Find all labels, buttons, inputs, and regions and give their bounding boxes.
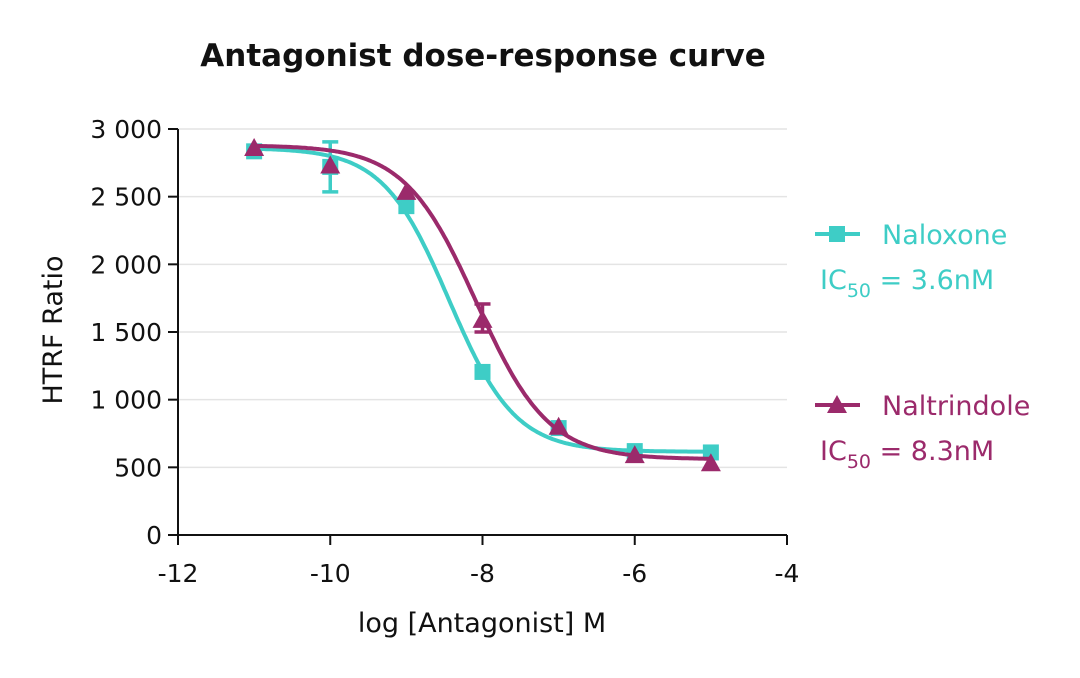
y-tick-label: 1 500 <box>90 318 162 347</box>
y-tick-label: 2 500 <box>90 183 162 212</box>
y-tick-label: 500 <box>114 453 162 482</box>
x-tick-label: -4 <box>775 559 800 588</box>
square-marker <box>398 198 415 215</box>
y-tick-label: 3 000 <box>90 115 162 144</box>
x-axis-label: log [Antagonist] M <box>358 608 606 639</box>
triangle-marker <box>244 137 265 156</box>
plot-area <box>244 137 721 472</box>
triangle-marker <box>548 416 569 435</box>
triangle-marker <box>320 155 341 174</box>
series-naltrindole <box>244 137 721 472</box>
square-marker <box>702 444 719 461</box>
axes: 0 500 1 000 1 500 2 000 2 500 3 000 -12 -10 -8 -6 -… <box>90 115 799 588</box>
y-tick-label: 2 000 <box>90 250 162 279</box>
ic50-annotation: IC50 = 3.6nM <box>820 265 994 302</box>
y-axis-label: HTRF Ratio <box>38 256 69 405</box>
triangle-marker <box>827 395 847 413</box>
x-tick-label: -12 <box>158 559 199 588</box>
x-tick-label: -10 <box>310 559 351 588</box>
fit-curve <box>254 146 711 454</box>
triangle-marker <box>472 309 493 328</box>
gridlines <box>178 128 787 469</box>
triangle-marker <box>396 181 417 200</box>
series-naloxone <box>246 140 719 461</box>
square-marker <box>829 226 845 242</box>
y-tick-label: 0 <box>146 521 162 550</box>
legend-label: Naltrindole <box>882 391 1030 422</box>
legend: Naloxone IC50 = 3.6nM Naltrindole IC50 = 8.… <box>815 220 1030 473</box>
legend-label: Naloxone <box>882 220 1007 251</box>
square-marker <box>474 363 491 380</box>
y-tick-label: 1 000 <box>90 386 162 415</box>
x-tick-label: -6 <box>622 559 647 588</box>
chart-title: Antagonist dose-response curve <box>200 38 765 74</box>
triangle-marker <box>624 445 645 464</box>
x-tick-label: -8 <box>470 559 495 588</box>
ic50-annotation: IC50 = 8.3nM <box>820 436 994 473</box>
triangle-marker <box>700 453 721 472</box>
